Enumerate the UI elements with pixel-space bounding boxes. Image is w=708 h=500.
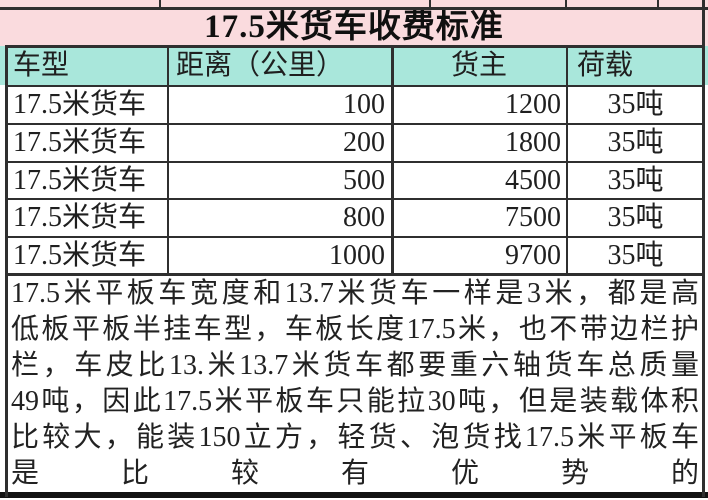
- cell-distance: 100: [343, 89, 385, 120]
- notes-line: 是比较有优势的: [11, 458, 699, 489]
- notes-line: 49吨，因此17.5米平板车只能拉30吨，但是装载体积: [11, 386, 699, 417]
- notes-line: 17.5米平板车宽度和13.7米货车一样是3米，都是高: [11, 278, 699, 309]
- header-load: 荷载: [577, 50, 634, 81]
- divider: [5, 45, 703, 48]
- cell-vehicle-type: 17.5米货车: [13, 240, 147, 271]
- cell-distance: 200: [343, 127, 385, 158]
- cell-divider: [429, 0, 431, 7]
- header-vehicle-type: 车型: [13, 50, 70, 81]
- cell-distance: 1000: [329, 240, 385, 271]
- cell-vehicle-type: 17.5米货车: [13, 89, 147, 120]
- divider: [5, 160, 703, 163]
- header-distance-km: 距离（公里）: [176, 50, 345, 81]
- divider: [5, 197, 703, 200]
- cell-distance: 500: [343, 164, 385, 196]
- divider: [5, 273, 703, 276]
- cell-cargo-owner-price: 4500: [505, 164, 561, 196]
- cell-vehicle-type: 17.5米货车: [13, 164, 147, 196]
- cell-divider: [657, 0, 659, 7]
- cell-load: 35吨: [607, 202, 664, 233]
- table-right-border: [702, 0, 705, 497]
- notes-paragraph: 17.5米平板车宽度和13.7米货车一样是3米，都是高 低板平板半挂车型，车板长…: [11, 276, 699, 492]
- column-divider: [565, 45, 568, 275]
- cell-load: 35吨: [607, 164, 664, 196]
- table-bottom-border: [0, 491, 708, 498]
- cell-load: 35吨: [607, 127, 664, 158]
- notes-line: 比较大，能装150立方，轻货、泡货找17.5米平板车: [11, 422, 699, 453]
- cell-cargo-owner-price: 1800: [505, 127, 561, 158]
- table-left-border: [5, 45, 8, 497]
- cell-load: 35吨: [607, 89, 664, 120]
- column-divider: [391, 45, 394, 275]
- cell-cargo-owner-price: 7500: [505, 202, 561, 233]
- cell-load: 35吨: [607, 240, 664, 271]
- divider: [5, 235, 703, 238]
- table-title: 17.5米货车收费标准: [204, 9, 504, 45]
- cell-distance: 800: [343, 202, 385, 233]
- divider: [5, 122, 703, 125]
- cell-vehicle-type: 17.5米货车: [13, 202, 147, 233]
- cell-divider: [159, 0, 161, 7]
- column-divider: [166, 45, 169, 275]
- cell-vehicle-type: 17.5米货车: [13, 127, 147, 158]
- notes-line: 低板平板半挂车型，车板长度17.5米，也不带边栏护: [11, 314, 699, 345]
- header-row-background: [0, 46, 708, 85]
- cell-divider: [565, 0, 567, 7]
- divider: [0, 7, 708, 10]
- cell-cargo-owner-price: 1200: [505, 89, 561, 120]
- notes-line: 栏，车皮比13.米13.7米货车都要重六轴货车总质量: [11, 350, 699, 381]
- cell-cargo-owner-price: 9700: [505, 240, 561, 271]
- divider: [5, 84, 703, 87]
- header-cargo-owner: 货主: [450, 50, 507, 81]
